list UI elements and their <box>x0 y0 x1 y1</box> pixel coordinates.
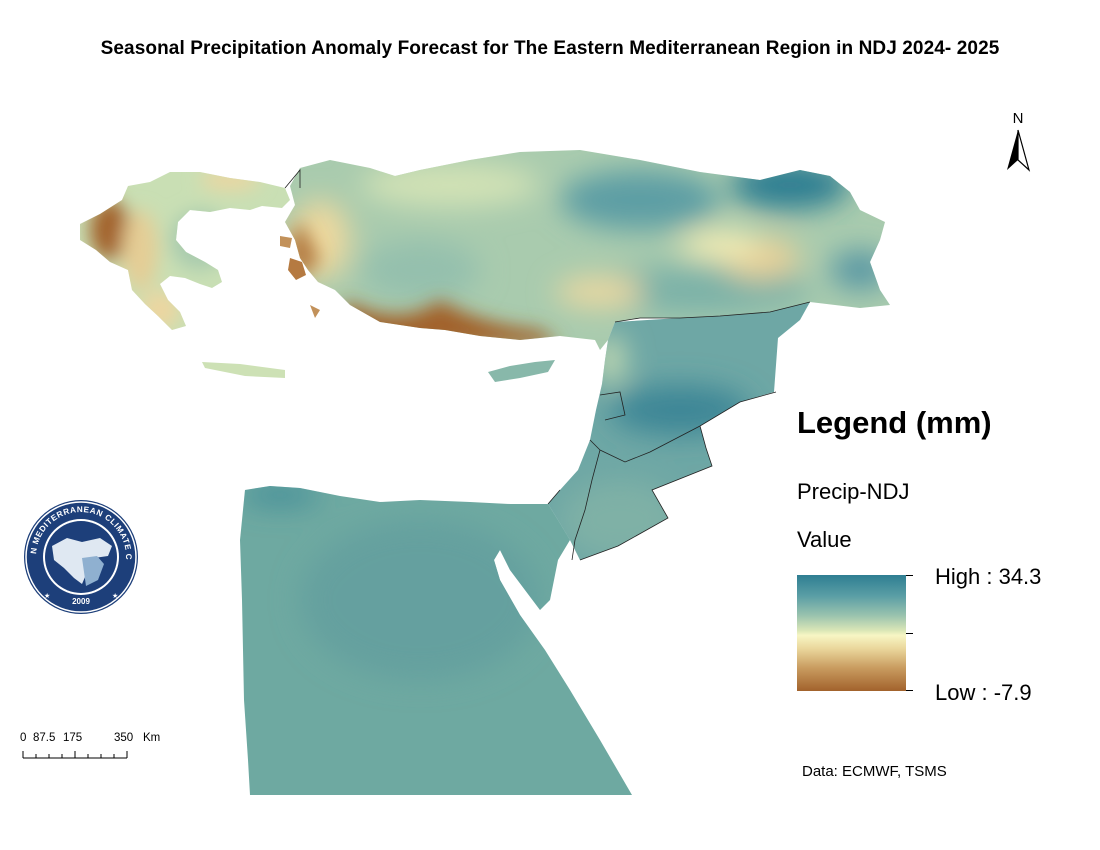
country-borders <box>284 168 811 561</box>
legend-title: Legend (mm) <box>797 405 992 440</box>
page-title: Seasonal Precipitation Anomaly Forecast … <box>100 38 1000 59</box>
legend-color-ramp <box>797 575 906 691</box>
legend-field-name: Value <box>797 527 852 552</box>
legend-low-label: Low : -7.9 <box>935 680 1032 705</box>
scale-label-87: 87.5 <box>33 732 56 744</box>
emcc-logo-icon: EASTERN MEDITERRANEAN CLIMATE CENTRE 200… <box>22 498 138 614</box>
logo-year: 2009 <box>72 597 90 606</box>
region-levant <box>548 302 810 560</box>
region-turkey <box>285 150 890 350</box>
scale-label-175: 175 <box>63 732 83 744</box>
islands <box>202 236 555 382</box>
legend-tick-high <box>906 575 913 576</box>
legend-high-label: High : 34.3 <box>935 564 1042 589</box>
legend-tick-low <box>906 690 913 691</box>
region-greece <box>80 172 290 330</box>
data-source: Data: ECMWF, TSMS <box>802 763 947 780</box>
north-arrow-icon <box>1007 129 1031 172</box>
scale-label-0: 0 <box>20 732 27 744</box>
scale-bar <box>22 751 128 759</box>
legend-tick-mid <box>906 633 913 634</box>
north-label: N <box>1012 110 1024 127</box>
north-arrow: N <box>1003 110 1033 174</box>
scale-label-unit: Km <box>143 732 161 744</box>
svg-text:★: ★ <box>44 592 50 600</box>
svg-text:★: ★ <box>112 592 118 600</box>
scale-label-350: 350 <box>114 732 134 744</box>
legend-layer-name: Precip-NDJ <box>797 479 910 504</box>
